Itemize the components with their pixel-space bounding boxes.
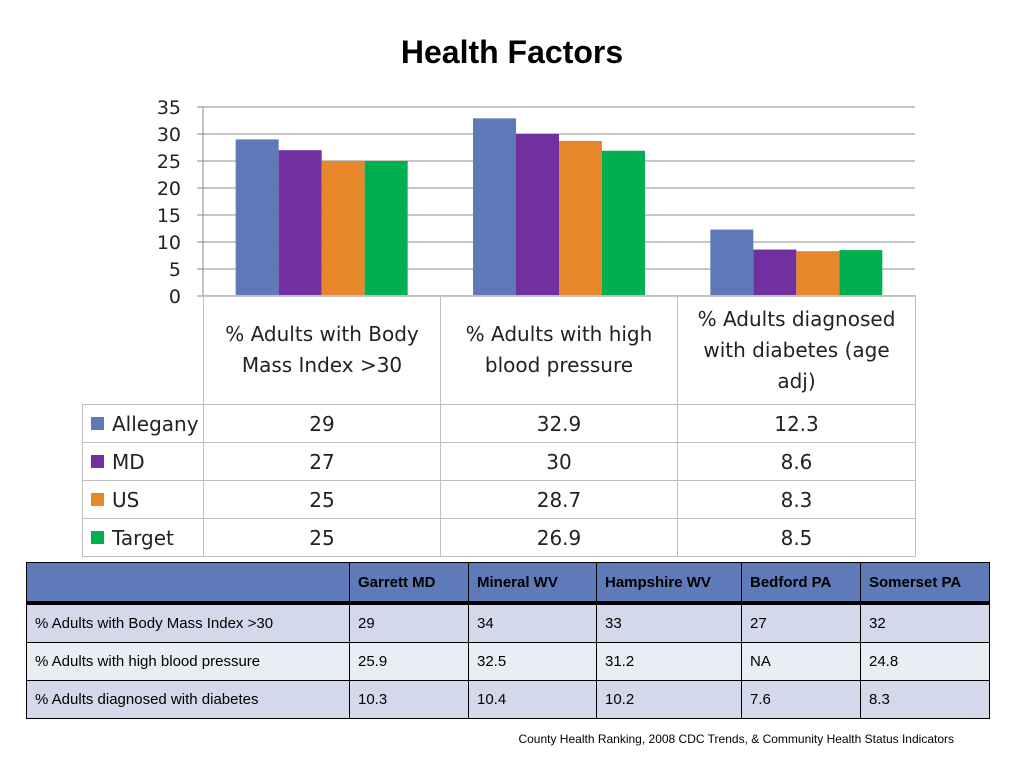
bar-allegany-3 <box>710 229 754 296</box>
column-header: Mineral WV <box>468 562 597 605</box>
legend-entry: MD <box>82 442 204 481</box>
table-cell: 8.3 <box>860 680 990 719</box>
table-cell: NA <box>741 642 861 681</box>
legend-label: US <box>112 487 140 512</box>
data-label: 27 <box>203 442 441 481</box>
data-label: 8.3 <box>677 480 916 519</box>
data-label: 12.3 <box>677 404 916 443</box>
bar-target-2 <box>602 150 645 296</box>
table-cell: 32 <box>860 602 990 643</box>
data-label: 25 <box>203 480 441 519</box>
chart-bars <box>235 118 883 296</box>
bar-md-2 <box>516 134 559 296</box>
table-row: % Adults diagnosed with diabetes 10.3 10.4… <box>26 680 990 719</box>
data-label: 28.7 <box>440 480 678 519</box>
category-label-line: blood pressure <box>484 353 634 377</box>
y-tick-label: 30 <box>157 124 181 146</box>
bar-us-3 <box>796 251 840 296</box>
legend-label: MD <box>112 449 145 474</box>
table-cell: 27 <box>741 602 861 643</box>
legend-entry: US <box>82 480 204 519</box>
column-header: Somerset PA <box>860 562 990 605</box>
legend-swatch <box>91 454 104 468</box>
bar-us-2 <box>559 141 602 296</box>
bar-target-3 <box>839 250 883 296</box>
table-cell: 29 <box>349 602 469 643</box>
data-label: 32.9 <box>440 404 678 443</box>
bar-us-1 <box>321 161 365 296</box>
y-tick-label: 35 <box>157 97 181 119</box>
column-header: Garrett MD <box>349 562 469 605</box>
y-tick-label: 15 <box>157 205 181 227</box>
series-row: Allegany 29 32.9 12.3 <box>82 404 916 443</box>
data-label: 29 <box>203 404 441 443</box>
table-cell: 24.8 <box>860 642 990 681</box>
table-row: % Adults with high blood pressure 25.9 32.… <box>26 642 990 681</box>
category-label: % Adults with Body Mass Index >30 <box>203 295 441 405</box>
source-note: County Health Ranking, 2008 CDC Trends, … <box>518 732 954 746</box>
row-label: % Adults with Body Mass Index >30 <box>26 602 350 643</box>
y-tick-label: 25 <box>157 151 181 173</box>
data-label: 26.9 <box>440 518 678 557</box>
legend-swatch <box>91 492 104 506</box>
column-header: Hampshire WV <box>596 562 742 605</box>
series-row: MD 27 30 8.6 <box>82 442 916 481</box>
column-header: Bedford PA <box>741 562 861 605</box>
legend-swatch <box>91 530 104 544</box>
table-cell: 7.6 <box>741 680 861 719</box>
table-cell: 32.5 <box>468 642 597 681</box>
bar-allegany-2 <box>473 118 516 296</box>
bar-md-1 <box>278 150 322 296</box>
legend-label: Target <box>112 525 174 550</box>
table-cell: 10.4 <box>468 680 597 719</box>
legend-label: Allegany <box>112 411 199 436</box>
y-tick-label: 5 <box>169 259 181 281</box>
column-header-blank <box>26 562 350 605</box>
table-cell: 10.2 <box>596 680 742 719</box>
y-tick-label: 10 <box>157 232 181 254</box>
category-label: % Adults diagnosed with diabetes (age adj) <box>677 295 916 405</box>
legend-entry: Allegany <box>82 404 204 443</box>
table-corner <box>82 295 204 405</box>
table-row: % Adults with Body Mass Index >30 29 34 33 2… <box>26 602 990 643</box>
y-tick-label: 20 <box>157 178 181 200</box>
legend-swatch <box>91 416 104 430</box>
category-label: % Adults with high blood pressure <box>440 295 678 405</box>
data-label: 25 <box>203 518 441 557</box>
category-label-line: % Adults diagnosed <box>697 306 896 331</box>
category-label-line: adj) <box>777 368 816 393</box>
series-row: Target 25 26.9 8.5 <box>82 518 916 557</box>
bar-md-3 <box>753 249 797 296</box>
category-label-line: Mass Index >30 <box>241 353 403 377</box>
county-comparison-table: Garrett MD Mineral WV Hampshire WV Bedford … <box>26 562 990 719</box>
category-label-line: % Adults with Body <box>225 322 419 346</box>
row-label: % Adults with high blood pressure <box>26 642 350 681</box>
table-cell: 10.3 <box>349 680 469 719</box>
page-title: Health Factors <box>400 34 624 70</box>
table-cell: 34 <box>468 602 597 643</box>
chart-data-table: % Adults with Body Mass Index >30% Adults… <box>82 295 916 557</box>
data-label: 8.5 <box>677 518 916 557</box>
series-row: US 25 28.7 8.3 <box>82 480 916 519</box>
legend-entry: Target <box>82 518 204 557</box>
data-label: 30 <box>440 442 678 481</box>
bar-allegany-1 <box>235 139 279 296</box>
bar-target-1 <box>364 161 408 296</box>
row-label: % Adults diagnosed with diabetes <box>26 680 350 719</box>
category-label-line: with diabetes (age <box>703 337 890 362</box>
category-label-line: % Adults with high <box>465 322 653 346</box>
table-cell: 25.9 <box>349 642 469 681</box>
data-label: 8.6 <box>677 442 916 481</box>
table-cell: 33 <box>596 602 742 643</box>
table-cell: 31.2 <box>596 642 742 681</box>
